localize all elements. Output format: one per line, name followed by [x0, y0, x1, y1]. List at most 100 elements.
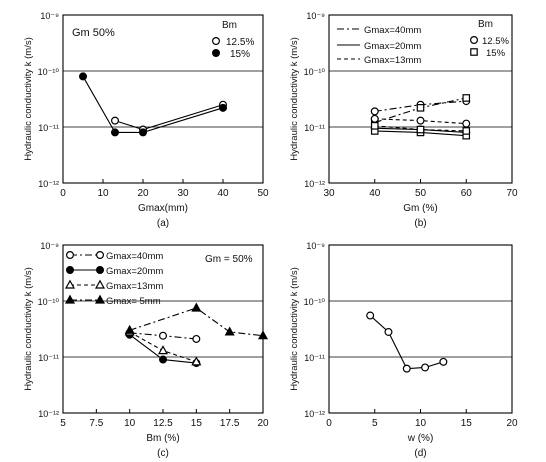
- data-point: [224, 326, 235, 336]
- data-point: [462, 94, 471, 102]
- data-point: [439, 357, 448, 366]
- panel-letter: (b): [414, 218, 426, 229]
- data-point: [384, 327, 393, 336]
- legend-title: Bm: [478, 19, 493, 30]
- data-point: [78, 72, 87, 81]
- data-point: [124, 324, 135, 334]
- series-line: [114, 104, 224, 131]
- series-4: [370, 114, 471, 128]
- x-tick-label: 20: [506, 418, 518, 429]
- y-tick-label: 10⁻¹⁰: [38, 67, 60, 77]
- x-tick-label: 12.5: [153, 418, 173, 429]
- data-point: [416, 116, 425, 125]
- y-axis-label: Hydraulic conductivity k (m/s): [289, 267, 300, 391]
- legend-label: Gmax=20mm: [364, 41, 421, 52]
- data-point: [159, 331, 168, 340]
- y-tick-label: 10⁻¹⁰: [304, 297, 326, 307]
- data-point: [402, 364, 411, 373]
- series-1: [78, 72, 228, 137]
- data-point: [416, 104, 425, 112]
- legend-title: Bm: [222, 20, 237, 31]
- data-point: [421, 363, 430, 372]
- data-point: [416, 125, 425, 134]
- y-axis-label: Hydraulic conductivity k (m/s): [23, 37, 34, 161]
- legend-label: Gmax=13mm: [106, 281, 163, 292]
- x-axis-label: w (%): [407, 433, 434, 444]
- data-point: [192, 334, 201, 343]
- data-point: [157, 345, 169, 355]
- plot-frame: [62, 14, 264, 184]
- legend-label: 12.5%: [482, 36, 509, 47]
- x-tick-label: 7.5: [89, 418, 103, 429]
- x-tick-label: 5: [372, 418, 378, 429]
- plot-frame: [328, 244, 513, 414]
- data-point: [219, 103, 228, 112]
- x-tick-label: 17.5: [220, 418, 240, 429]
- data-point: [110, 128, 119, 137]
- y-axis-label: Hydraulic conductivity k (m/s): [289, 37, 300, 161]
- y-tick-label: 10⁻¹²: [38, 409, 59, 419]
- x-tick-label: 20: [257, 418, 269, 429]
- y-tick-label: 10⁻¹⁰: [304, 67, 326, 77]
- y-tick-label: 10⁻¹²: [304, 179, 325, 189]
- x-tick-label: 50: [415, 188, 427, 199]
- data-point: [366, 311, 375, 320]
- legend-marker: [64, 294, 76, 304]
- series-5: [370, 122, 471, 135]
- x-tick-label: 60: [461, 188, 473, 199]
- legend-marker: [212, 48, 221, 57]
- legend-marker: [94, 279, 106, 289]
- series-3: [124, 302, 269, 340]
- legend-marker: [212, 36, 221, 45]
- legend-label: 15%: [486, 48, 506, 59]
- y-tick-label: 10⁻⁹: [40, 241, 59, 251]
- legend-label: Gmax=40mm: [364, 25, 421, 36]
- x-tick-label: 15: [191, 418, 203, 429]
- legend-label: Gmax=20mm: [106, 266, 163, 277]
- x-tick-label: 50: [257, 188, 269, 199]
- y-axis-label: Hydraulic conductivity k (m/s): [23, 267, 34, 391]
- y-tick-label: 10⁻¹²: [38, 179, 59, 189]
- data-point: [257, 330, 269, 340]
- legend-label: 12.5%: [226, 37, 254, 48]
- x-tick-label: 20: [137, 188, 149, 199]
- data-point: [191, 302, 202, 312]
- legend-label: Gmax= 5mm: [106, 296, 161, 307]
- annotation-gm: Gm = 50%: [205, 254, 253, 265]
- y-tick-label: 10⁻¹¹: [304, 353, 325, 363]
- panel-letter: (a): [157, 218, 169, 229]
- x-axis-label: Gmax(mm): [138, 203, 188, 214]
- chart-panel-a: 10⁻⁹ 10⁻¹⁰ 10⁻¹¹ 10⁻¹²0 10 20 30 40 50 Gmax(mm) Hy…: [23, 11, 269, 229]
- x-axis-label: Gm (%): [403, 203, 437, 214]
- x-tick-label: 40: [217, 188, 229, 199]
- series-0: [110, 100, 228, 134]
- data-point: [462, 119, 471, 128]
- panel-letter: (d): [414, 448, 426, 459]
- x-tick-label: 0: [60, 188, 66, 199]
- data-point: [139, 128, 148, 137]
- x-tick-label: 70: [506, 188, 518, 199]
- chart-panel-d: 10⁻⁹ 10⁻¹⁰ 10⁻¹¹ 10⁻¹²0 5 10 15 20 w (%) Hydrauli…: [289, 241, 518, 459]
- data-point: [462, 127, 471, 135]
- data-point: [191, 356, 202, 366]
- legend-label: Gmax=13mm: [364, 55, 421, 66]
- x-tick-label: 5: [60, 418, 66, 429]
- legend-marker: [470, 48, 478, 56]
- legend-marker: [65, 251, 74, 260]
- x-tick-label: 30: [323, 188, 335, 199]
- x-tick-label: 10: [97, 188, 109, 199]
- data-point: [370, 122, 379, 130]
- x-tick-label: 10: [124, 418, 136, 429]
- legend-marker: [94, 294, 106, 304]
- y-tick-label: 10⁻¹¹: [38, 123, 59, 133]
- y-tick-label: 10⁻¹¹: [38, 353, 59, 363]
- data-point: [370, 107, 379, 116]
- annotation-gm: Gm 50%: [72, 27, 115, 39]
- series-0: [366, 311, 448, 373]
- legend-marker: [65, 266, 74, 275]
- y-tick-label: 10⁻⁹: [306, 241, 325, 251]
- series-line: [129, 307, 264, 337]
- series-line: [82, 76, 224, 133]
